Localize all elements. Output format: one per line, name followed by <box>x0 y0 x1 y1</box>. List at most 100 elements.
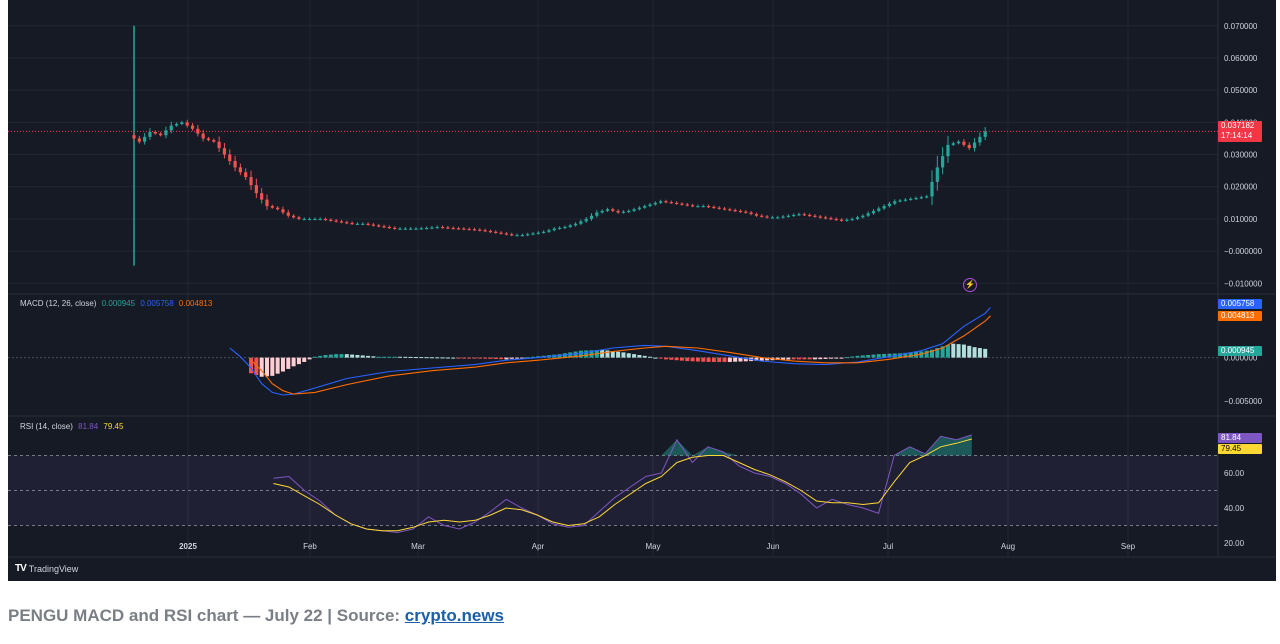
price-candle <box>143 136 147 142</box>
macd-histogram-bar <box>653 357 658 359</box>
price-candle <box>334 220 338 222</box>
macd-histogram-bar <box>855 355 860 358</box>
price-tick-label: 0.010000 <box>1224 215 1258 224</box>
price-candle <box>292 215 296 218</box>
macd-histogram-bar <box>701 357 706 362</box>
macd-histogram-bar <box>967 345 972 358</box>
macd-histogram-bar <box>945 345 950 358</box>
price-candle <box>919 197 923 199</box>
macd-histogram-bar <box>866 355 871 358</box>
price-candle <box>286 212 290 216</box>
macd-histogram-bar <box>722 357 727 362</box>
price-candle <box>350 222 354 225</box>
price-candle <box>472 229 477 231</box>
tradingview-logo[interactable]: TV TradingView <box>15 563 78 574</box>
price-candle <box>930 181 934 197</box>
rsi-ma-badge: 79.45 <box>1218 444 1262 454</box>
price-candle <box>371 224 375 226</box>
price-candle <box>648 204 652 207</box>
price-candle <box>270 206 274 208</box>
macd-title: MACD (12, 26, close) <box>20 299 97 308</box>
price-candle <box>430 227 434 229</box>
price-candle <box>425 227 429 230</box>
price-candle <box>754 214 759 216</box>
price-tick-label: 0.060000 <box>1224 54 1258 63</box>
macd-histogram-bar <box>291 357 296 367</box>
price-candle <box>786 215 790 217</box>
macd-histogram-bar <box>930 349 934 358</box>
macd-histogram-bar <box>584 350 589 358</box>
price-candle <box>159 133 163 136</box>
price-candle <box>435 226 439 229</box>
macd-histogram-bar <box>898 353 903 358</box>
macd-histogram-bar <box>738 357 743 362</box>
macd-histogram-bar <box>339 354 344 358</box>
price-tick-label: 0.020000 <box>1224 183 1258 192</box>
lightning-icon[interactable]: ⚡ <box>963 278 977 292</box>
price-candle <box>653 202 657 205</box>
macd-histogram-bar <box>600 349 605 358</box>
macd-histogram-bar <box>419 357 424 359</box>
source-link[interactable]: crypto.news <box>404 606 504 625</box>
price-candle <box>249 177 253 186</box>
price-candle <box>467 228 471 231</box>
price-candle <box>589 215 594 219</box>
price-candle <box>573 223 578 226</box>
macd-histogram-bar <box>605 350 610 358</box>
macd-histogram-bar <box>711 357 716 362</box>
price-candle <box>802 214 806 216</box>
countdown-value: 17:14:14 <box>1221 131 1253 140</box>
macd-histogram-bar <box>259 357 264 377</box>
price-candle <box>494 231 498 234</box>
macd-histogram-bar <box>887 353 892 358</box>
macd-histogram-bar <box>515 357 520 359</box>
macd-histogram-bar <box>695 357 700 362</box>
macd-histogram-bar <box>983 348 988 358</box>
rsi-overbought-fill <box>676 439 693 456</box>
price-candle <box>776 217 780 219</box>
macd-histogram-bar <box>632 354 637 358</box>
macd-histogram-bar <box>786 357 791 360</box>
macd-histogram-bar <box>807 357 812 360</box>
price-candle <box>738 210 743 213</box>
macd-histogram-bar <box>754 357 759 361</box>
price-candle <box>579 221 583 224</box>
macd-histogram-bar <box>254 357 259 375</box>
macd-histogram-bar <box>924 350 929 358</box>
macd-signal-value: 0.004813 <box>178 299 213 308</box>
macd-histogram-bar <box>674 357 679 361</box>
macd-histogram-bar <box>275 357 280 374</box>
price-candle <box>254 185 258 194</box>
price-candle <box>185 122 189 126</box>
price-candle <box>712 206 716 209</box>
macd-histogram-bar <box>413 357 418 358</box>
price-candle <box>728 209 732 211</box>
time-axis-label: Feb <box>303 542 317 551</box>
price-candle <box>201 133 205 139</box>
price-candle <box>818 216 822 218</box>
macd-histogram-bar <box>318 355 323 358</box>
price-candle <box>568 225 572 227</box>
macd-histogram-bar <box>658 357 663 359</box>
macd-histogram-bar <box>355 355 360 358</box>
macd-histogram-bar <box>296 357 301 365</box>
chart-frame[interactable]: 0.0700000.0600000.0500000.0400000.030000… <box>8 0 1276 581</box>
price-tick-label: −0.010000 <box>1224 279 1263 288</box>
macd-histogram-bar <box>286 357 291 369</box>
macd-histogram-bar <box>685 357 690 362</box>
macd-histogram-bar <box>823 357 828 359</box>
last-price-badge: 0.037182 17:14:14 <box>1218 121 1262 142</box>
price-candle <box>893 201 897 204</box>
macd-signal-line <box>250 315 991 395</box>
price-candle <box>451 227 455 230</box>
rsi-tick-label: 40.00 <box>1224 504 1245 513</box>
macd-histogram-bar <box>578 350 583 358</box>
macd-histogram-bar <box>461 357 466 359</box>
price-candle <box>946 144 950 157</box>
price-candle <box>685 204 689 206</box>
macd-hist-value: 0.000945 <box>101 299 136 308</box>
price-candle <box>717 207 721 209</box>
macd-histogram-bar <box>626 353 631 358</box>
chart-canvas[interactable]: 0.0700000.0600000.0500000.0400000.030000… <box>8 0 1276 581</box>
macd-histogram-bar <box>648 356 653 358</box>
